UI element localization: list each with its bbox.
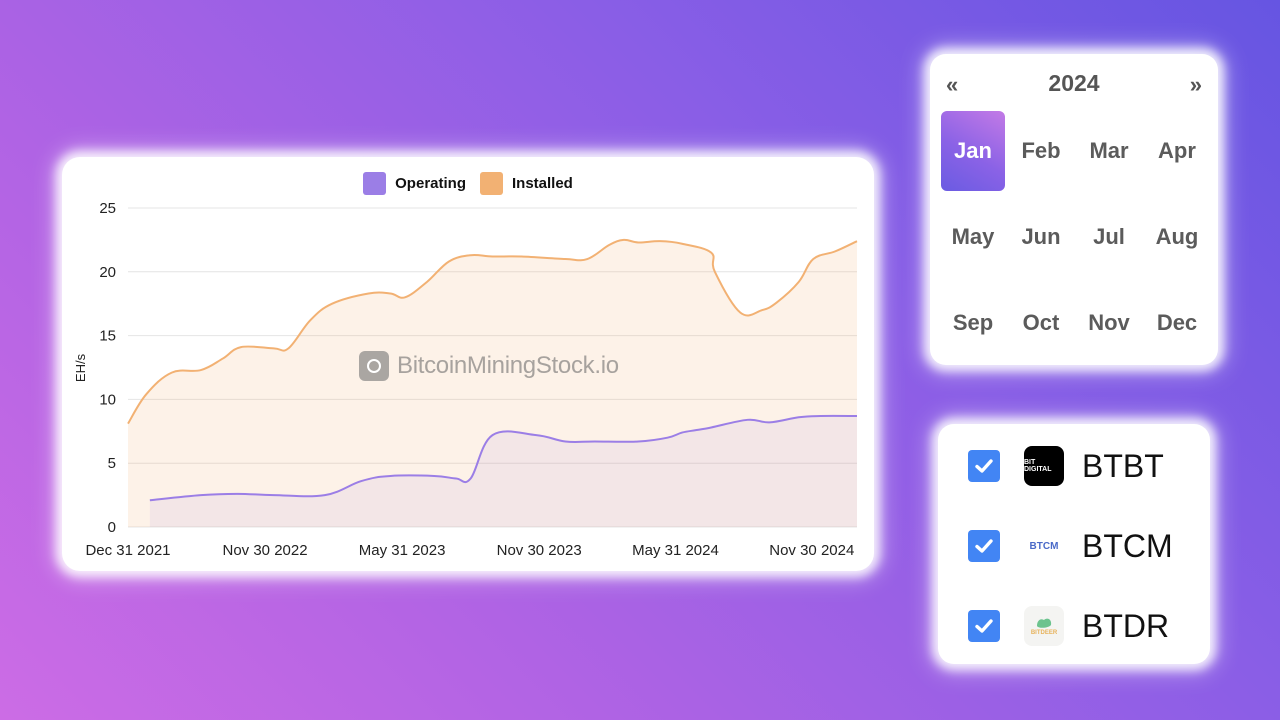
- ticker-row-btcm[interactable]: BTCM BTCM: [968, 526, 1173, 566]
- month-grid: Jan Feb Mar Apr May Jun Jul Aug Sep Oct Nov Dec: [941, 111, 1213, 363]
- bitdeer-leaf-icon: [1037, 618, 1052, 628]
- ticker-row-btbt[interactable]: BIT DIGITAL BTBT: [968, 446, 1164, 486]
- ticker-label: BTCM: [1082, 527, 1173, 564]
- legend-label: Installed: [511, 175, 573, 192]
- ticker-label: BTDR: [1082, 607, 1170, 644]
- legend-item-operating[interactable]: Operating: [363, 172, 466, 195]
- month-jul[interactable]: Jul: [1093, 224, 1125, 249]
- checkbox-checked-icon[interactable]: [968, 610, 1000, 642]
- legend-label: Operating: [395, 175, 466, 192]
- checkbox-checked-icon[interactable]: [968, 530, 1000, 562]
- x-tick-label: Dec 31 2021: [85, 542, 170, 559]
- legend-item-installed[interactable]: Installed: [479, 172, 573, 195]
- chart-legend: Operating Installed: [62, 172, 874, 195]
- y-tick-label: 10: [99, 391, 116, 408]
- operating-swatch: [363, 172, 387, 195]
- btcm-logo-icon: BTCM: [1024, 526, 1064, 566]
- x-tick-label: Nov 30 2022: [223, 542, 308, 559]
- watermark: BitcoinMiningStock.io: [359, 351, 619, 381]
- next-year-button[interactable]: »: [1189, 72, 1202, 97]
- month-apr[interactable]: Apr: [1158, 138, 1196, 163]
- x-tick-label: Nov 30 2023: [497, 542, 582, 559]
- bit-digital-logo-icon: BIT DIGITAL: [1024, 446, 1064, 486]
- month-nov[interactable]: Nov: [1088, 310, 1130, 335]
- x-tick-label: May 31 2023: [359, 542, 446, 559]
- month-aug[interactable]: Aug: [1155, 224, 1199, 249]
- ticker-filter: BIT DIGITAL BTBT BTCM BTCM BITDEER BTDR: [938, 424, 1210, 664]
- y-tick-label: 0: [108, 519, 116, 536]
- y-tick-label: 5: [108, 455, 116, 472]
- prev-year-button[interactable]: «: [946, 72, 959, 97]
- month-jun[interactable]: Jun: [1021, 224, 1061, 249]
- month-sep[interactable]: Sep: [952, 310, 994, 335]
- month-may[interactable]: May: [951, 224, 995, 249]
- y-tick-label: 20: [99, 264, 116, 281]
- month-dec[interactable]: Dec: [1156, 310, 1198, 335]
- y-axis-label: EH/s: [73, 353, 88, 382]
- checkbox-checked-icon[interactable]: [968, 450, 1000, 482]
- watermark-text: BitcoinMiningStock.io: [397, 352, 619, 379]
- installed-line[interactable]: [127, 238, 858, 425]
- installed-area: [128, 239, 857, 527]
- bitdeer-logo-icon: BITDEER: [1024, 606, 1064, 646]
- ticker-label: BTBT: [1082, 447, 1164, 484]
- month-picker-header: 2024 « »: [930, 70, 1218, 100]
- y-tick-label: 15: [99, 328, 116, 345]
- operating-line[interactable]: [149, 414, 858, 502]
- miner-logo-icon: [359, 351, 389, 381]
- x-tick-label: Nov 30 2024: [769, 542, 854, 559]
- month-mar[interactable]: Mar: [1089, 138, 1129, 163]
- y-tick-label: 25: [99, 200, 116, 217]
- chart-card: 0 5 10 15 20 25 EH/s Dec 31 2021 Nov 30 2022 May …: [62, 157, 874, 571]
- ticker-row-btdr[interactable]: BITDEER BTDR: [968, 606, 1169, 646]
- bitdeer-logo-text: BITDEER: [1030, 630, 1058, 636]
- month-oct[interactable]: Oct: [1022, 310, 1060, 335]
- year-label: 2024: [1048, 70, 1100, 96]
- hashrate-chart: 0 5 10 15 20 25 EH/s Dec 31 2021 Nov 30 2022 May …: [73, 200, 858, 559]
- month-jan[interactable]: Jan: [941, 111, 1005, 191]
- installed-swatch: [479, 172, 503, 195]
- operating-area: [149, 415, 857, 527]
- month-feb[interactable]: Feb: [1021, 138, 1061, 163]
- x-tick-label: May 31 2024: [632, 542, 719, 559]
- month-picker: 2024 « » Jan Feb Mar Apr May Jun Jul Aug Sep Oct N…: [930, 54, 1218, 365]
